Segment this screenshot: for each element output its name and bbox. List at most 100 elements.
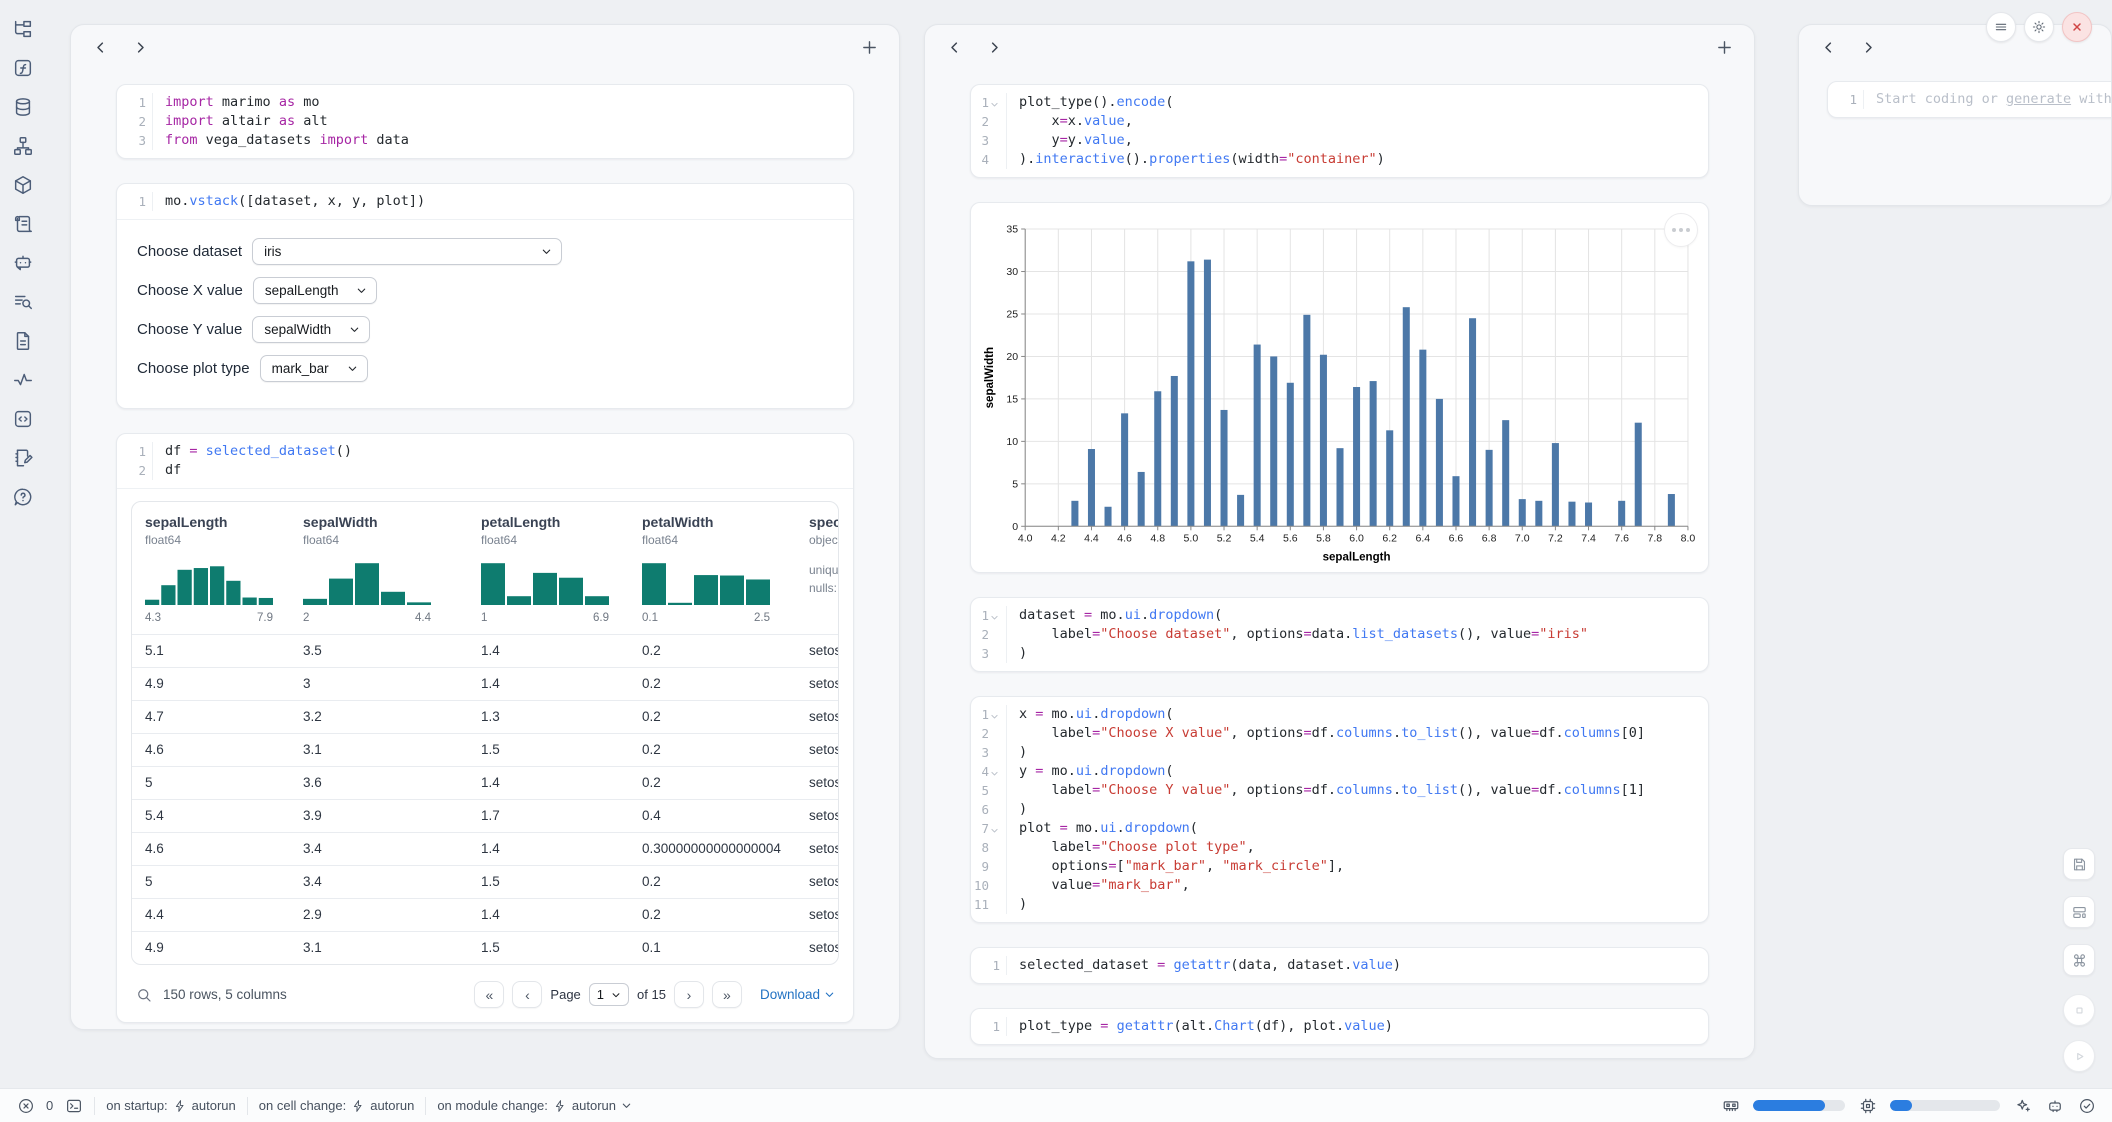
chevron-left-icon[interactable]: [89, 36, 111, 58]
column-header-sepalLength[interactable]: sepalLengthfloat644.37.9: [132, 502, 290, 634]
table-cell: 1.5: [468, 865, 629, 898]
svg-text:sepalLength: sepalLength: [1323, 551, 1391, 563]
status-bar: 0 on startup:autorunon cell change:autor…: [0, 1088, 2112, 1122]
chevron-left-icon[interactable]: [943, 36, 965, 58]
save-button[interactable]: [2063, 848, 2095, 880]
svg-text:7.4: 7.4: [1581, 532, 1596, 544]
table-cell: 3.1: [290, 733, 468, 766]
check-circle-icon[interactable]: [2077, 1096, 2096, 1115]
column-header-species[interactable]: speciesobjectuniquenulls:: [796, 502, 838, 634]
fold-chevron-icon[interactable]: [989, 709, 1000, 720]
menu-button[interactable]: [1986, 12, 2016, 42]
first-page-button[interactable]: «: [474, 981, 504, 1008]
y-value-select[interactable]: sepalWidth: [252, 316, 370, 343]
code-cell-dataset-dropdown[interactable]: 123dataset = mo.ui.dropdown( label="Choo…: [970, 597, 1709, 672]
plot-type-select[interactable]: mark_bar: [260, 355, 368, 382]
column-range: 24.4: [303, 612, 431, 624]
code-cell-xy-dropdowns[interactable]: 1234567891011x = mo.ui.dropdown( label="…: [970, 696, 1709, 923]
code-cell-selected-dataset[interactable]: 1selected_dataset = getattr(data, datase…: [970, 947, 1709, 984]
chevron-right-icon[interactable]: [983, 36, 1005, 58]
chevron-left-icon[interactable]: [1817, 36, 1839, 58]
terminal-icon[interactable]: [64, 1096, 83, 1115]
column-header-petalWidth[interactable]: petalWidthfloat640.12.5: [629, 502, 796, 634]
code-line: x=x.value,: [1019, 112, 1708, 131]
packages-icon[interactable]: [10, 172, 36, 198]
code-editor: x = mo.ui.dropdown( label="Choose X valu…: [1007, 705, 1708, 914]
fold-chevron-icon[interactable]: [989, 97, 1000, 108]
chevron-down-icon: [356, 285, 367, 296]
column-dtype: object: [809, 533, 838, 547]
snippets-icon[interactable]: [10, 406, 36, 432]
last-page-button[interactable]: »: [712, 981, 742, 1008]
fold-spacer: [989, 116, 1000, 127]
database-icon[interactable]: [10, 94, 36, 120]
column-header-petalLength[interactable]: petalLengthfloat6416.9: [468, 502, 629, 634]
code-cell-plot-type[interactable]: 1plot_type = getattr(alt.Chart(df), plot…: [970, 1008, 1709, 1045]
dependency-graph-icon[interactable]: [10, 133, 36, 159]
line-number-gutter: 1: [971, 1017, 1007, 1036]
page-select[interactable]: 1: [589, 983, 629, 1006]
shortcuts-button[interactable]: [2063, 944, 2095, 976]
help-icon[interactable]: [10, 484, 36, 510]
fold-chevron-icon[interactable]: [989, 766, 1000, 777]
function-icon[interactable]: [10, 55, 36, 81]
line-number: 3: [971, 743, 1000, 762]
svg-text:7.0: 7.0: [1515, 532, 1530, 544]
table-cell: 3.9: [290, 799, 468, 832]
dataset-select[interactable]: iris: [252, 238, 562, 265]
search-icon[interactable]: [135, 986, 153, 1004]
add-cell-button[interactable]: [857, 35, 881, 59]
runtime-config-on-startup-[interactable]: on startup:autorun: [106, 1098, 236, 1113]
sparkles-icon[interactable]: [2013, 1096, 2032, 1115]
svg-text:5.0: 5.0: [1184, 532, 1199, 544]
download-button[interactable]: Download: [760, 987, 835, 1002]
errors-indicator[interactable]: [16, 1096, 35, 1115]
code-cell-imports[interactable]: 123import marimo as moimport altair as a…: [116, 84, 854, 159]
column-header-sepalWidth[interactable]: sepalWidthfloat6424.4: [290, 502, 468, 634]
chatbot-icon[interactable]: [10, 250, 36, 276]
plot-type-select-label: Choose plot type: [137, 360, 250, 377]
run-button[interactable]: [2063, 1040, 2095, 1072]
fold-spacer: [989, 135, 1000, 146]
code-line: plot_type().encode(: [1019, 93, 1708, 112]
layout-button[interactable]: [2063, 896, 2095, 928]
x-value-select[interactable]: sepalLength: [253, 277, 378, 304]
table-cell: setosa: [796, 832, 838, 865]
prev-page-button[interactable]: ‹: [512, 981, 542, 1008]
bar-chart[interactable]: 4.04.24.44.64.85.05.25.45.65.86.06.26.46…: [981, 215, 1698, 568]
file-tree-icon[interactable]: [10, 16, 36, 42]
logs-icon[interactable]: [10, 211, 36, 237]
fold-spacer: [989, 629, 1000, 640]
fold-chevron-icon[interactable]: [989, 610, 1000, 621]
code-cell-plot[interactable]: 1234plot_type().encode( x=x.value, y=y.v…: [970, 84, 1709, 178]
runtime-config-on-cell-change-[interactable]: on cell change:autorun: [259, 1098, 415, 1113]
column-name: species: [809, 514, 838, 530]
tracing-icon[interactable]: [10, 367, 36, 393]
stop-button[interactable]: [2063, 994, 2095, 1026]
chevron-right-icon[interactable]: [1857, 36, 1879, 58]
chart-actions-button[interactable]: [1664, 213, 1698, 247]
next-page-button[interactable]: ›: [674, 981, 704, 1008]
documentation-icon[interactable]: [10, 328, 36, 354]
svg-text:0: 0: [1012, 521, 1018, 533]
runtime-config-on-module-change-[interactable]: on module change:autorun: [437, 1098, 632, 1113]
svg-text:8.0: 8.0: [1681, 532, 1696, 544]
line-number: 2: [971, 112, 1000, 131]
search-list-icon[interactable]: [10, 289, 36, 315]
fold-chevron-icon[interactable]: [989, 823, 1000, 834]
add-cell-button[interactable]: [1712, 35, 1736, 59]
chevron-right-icon[interactable]: [129, 36, 151, 58]
fold-spacer: [989, 880, 1000, 891]
close-button[interactable]: [2062, 12, 2092, 42]
svg-text:6.6: 6.6: [1449, 532, 1464, 544]
code-cell-vstack[interactable]: 1mo.vstack([dataset, x, y, plot]) Choose…: [116, 183, 854, 409]
chevron-down-icon: [824, 989, 835, 1000]
code-cell-dataframe[interactable]: 12df = selected_dataset()df sepalLengthf…: [116, 433, 854, 1023]
empty-code-cell[interactable]: 1Start coding or generate with: [1827, 81, 2112, 118]
scratchpad-icon[interactable]: [10, 445, 36, 471]
line-number-gutter: 123: [117, 93, 153, 150]
settings-button[interactable]: [2024, 12, 2054, 42]
table-cell: 4.4: [132, 898, 290, 931]
svg-text:20: 20: [1006, 351, 1018, 363]
robot-icon[interactable]: [2045, 1096, 2064, 1115]
